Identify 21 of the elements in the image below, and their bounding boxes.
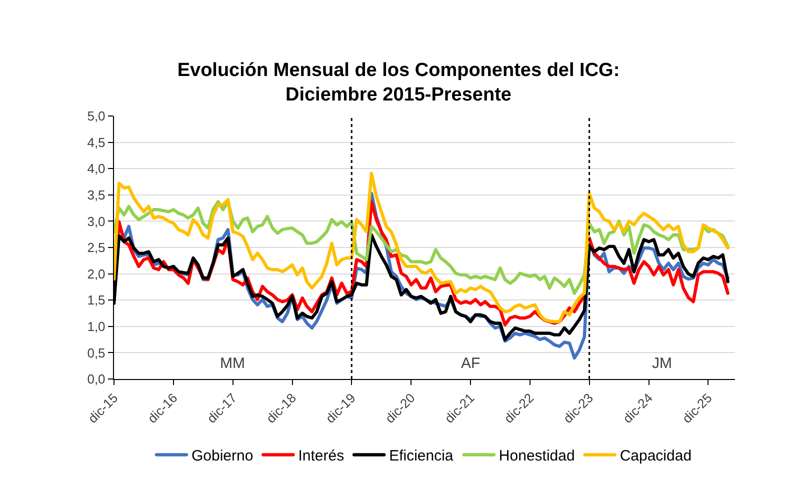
legend-label: Interés [298,448,344,465]
legend-label: Capacidad [620,448,692,465]
legend-label: Eficiencia [389,448,454,465]
y-tick-label: 0,0 [87,372,106,387]
y-tick-label: 4,0 [87,161,106,176]
legend-label: Honestidad [498,448,575,465]
y-tick-label: 4,5 [87,134,106,150]
annotation: AF [461,355,480,372]
y-tick-label: 2,5 [87,240,106,256]
line-series [114,172,730,324]
y-tick-label: 0,5 [87,345,106,360]
y-tick-label: 3,5 [87,187,106,202]
annotation: MM [220,355,245,372]
y-tick-label: 1,0 [87,318,106,334]
y-tick-label: 2,0 [87,266,106,282]
y-tick-label: 1,5 [87,292,106,308]
annotation: JM [652,355,672,372]
legend-label: Gobierno [192,448,254,465]
y-tick-label: 5,0 [87,108,106,124]
chart-title: Evolución Mensual de los Componentes del ICG: Diciembre 2015-Presente [177,60,620,106]
y-tick-label: 3,0 [87,214,106,229]
